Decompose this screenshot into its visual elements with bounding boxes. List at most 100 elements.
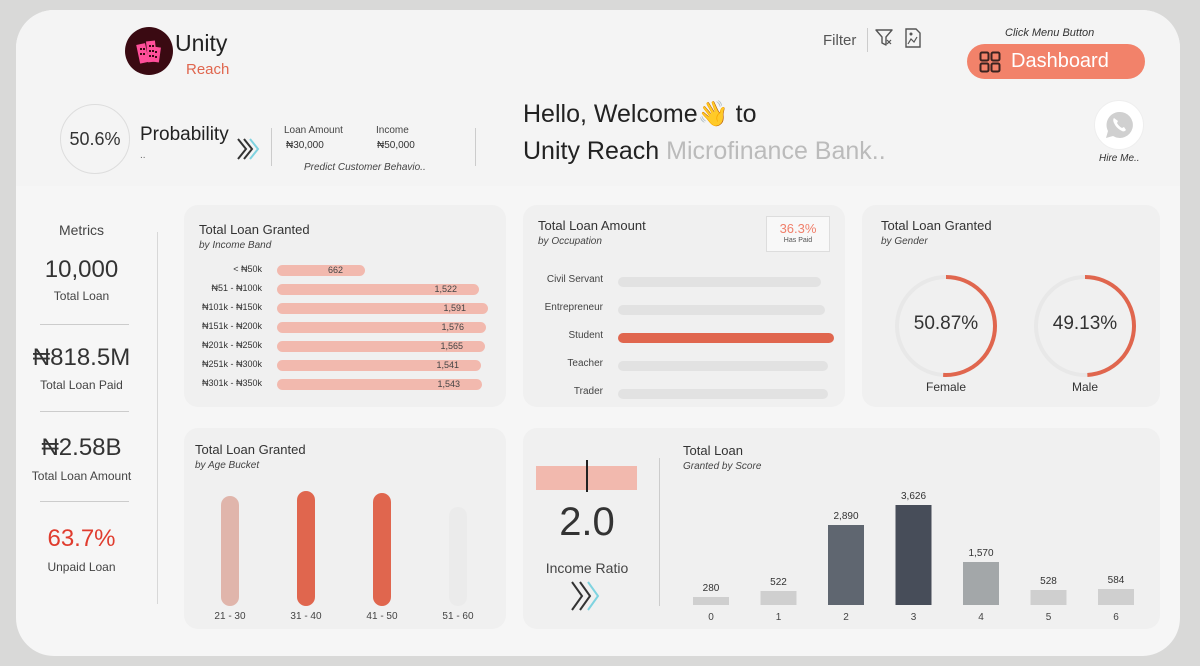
score-bar-value: 2,890	[833, 511, 858, 522]
female-ring-arc	[895, 275, 997, 377]
buildings-icon	[136, 40, 161, 64]
double-chevron-icon[interactable]	[236, 137, 262, 166]
loan-amount-value[interactable]: ₦30,000	[286, 140, 324, 151]
income-band-label: ₦301k - ₦350k	[201, 378, 262, 388]
income-band-bar: 1,565	[277, 341, 485, 352]
occupation-bar[interactable]	[618, 305, 825, 315]
age-bucket-label: 21 - 30	[214, 611, 246, 622]
probability-value: 50.6%	[60, 104, 130, 174]
dashboard-frame: Unity Reach Filter Click Menu Button Das…	[16, 10, 1180, 656]
income-band-bar: 1,591	[277, 303, 488, 314]
double-chevron-icon[interactable]	[570, 580, 604, 617]
occupation-bar[interactable]	[618, 333, 834, 343]
income-band-label: ₦101k - ₦150k	[201, 302, 262, 312]
score-bar-value: 1,570	[968, 548, 993, 559]
metrics-panel: Metrics 10,000 Total Loan ₦818.5M Total …	[16, 186, 166, 656]
card-title: Total Loan Granted	[199, 222, 310, 237]
divider	[475, 128, 476, 166]
income-value[interactable]: ₦50,000	[377, 140, 415, 151]
income-band-row[interactable]: ₦201k - ₦250k 1,565	[184, 340, 506, 354]
male-value: 49.13%	[1052, 313, 1118, 334]
score-bar[interactable]	[895, 505, 932, 605]
age-bucket-bar[interactable]	[449, 507, 467, 606]
divider	[271, 128, 272, 166]
age-bucket-bar[interactable]	[221, 496, 239, 606]
income-ratio-label: Income Ratio	[545, 560, 629, 576]
dashboard-button[interactable]: Dashboard	[967, 44, 1145, 79]
dashboard-button-label: Dashboard	[1011, 50, 1109, 72]
age-bucket-bar[interactable]	[373, 493, 391, 606]
score-bar[interactable]	[693, 597, 729, 605]
divider	[40, 324, 129, 325]
metric-unpaid-loan-value: 63.7%	[47, 525, 116, 552]
occupation-bar[interactable]	[618, 277, 821, 287]
welcome-bank-name: Unity Reach	[523, 137, 660, 165]
income-band-value: 1,591	[443, 303, 466, 313]
metric-total-loan-label: Total Loan	[53, 289, 110, 303]
occupation-label: Teacher	[567, 358, 603, 369]
income-band-row[interactable]: ₦101k - ₦150k 1,591	[184, 302, 506, 316]
logo	[125, 27, 173, 75]
score-bar-value: 584	[1108, 575, 1125, 586]
report-icon[interactable]	[904, 28, 922, 53]
occupation-bar[interactable]	[618, 361, 828, 371]
occupation-label: Entrepreneur	[544, 302, 603, 313]
funnel-icon[interactable]	[875, 28, 893, 53]
gender-card: Total Loan Granted by Gender 50.87% Fema…	[862, 205, 1160, 407]
score-bar[interactable]	[828, 525, 864, 605]
filter-label[interactable]: Filter	[823, 32, 857, 49]
income-band-row[interactable]: ₦251k - ₦300k 1,541	[184, 359, 506, 373]
probability-label: Probability	[140, 124, 229, 145]
occupation-label: Student	[568, 330, 603, 341]
card-subtitle: by Income Band	[199, 240, 272, 251]
score-bar[interactable]	[963, 562, 999, 605]
predict-label: Predict Customer Behavio..	[304, 162, 426, 173]
filter-divider	[867, 28, 868, 52]
score-bar-chart: 280 0 522 1 2,890 2 3,626 3 1,570 4 528 5 584 6	[693, 491, 1134, 623]
income-band-value: 1,541	[436, 360, 459, 370]
divider	[40, 501, 129, 502]
income-band-row[interactable]: < ₦50k 662	[184, 264, 506, 278]
metric-total-loan-paid-value: ₦818.5M	[32, 344, 131, 371]
divider	[659, 458, 660, 606]
card-subtitle: by Age Bucket	[195, 460, 260, 471]
has-paid-value: 36.3%	[779, 221, 817, 236]
income-band-label: ₦251k - ₦300k	[201, 359, 262, 369]
income-band-card: Total Loan Granted by Income Band < ₦50k…	[184, 205, 506, 407]
metric-total-loan-amount-label: Total Loan Amount	[31, 469, 132, 483]
has-paid-badge: 36.3% Has Paid	[766, 216, 830, 252]
score-category-label: 3	[911, 612, 917, 623]
divider	[40, 411, 129, 412]
score-bar[interactable]	[1030, 590, 1067, 605]
score-bar[interactable]	[1098, 589, 1134, 605]
age-bucket-bar[interactable]	[297, 491, 315, 606]
income-band-bar: 1,576	[277, 322, 486, 333]
income-band-row[interactable]: ₦151k - ₦200k 1,576	[184, 321, 506, 335]
hire-me-button[interactable]	[1094, 100, 1144, 150]
brand-name: Unity	[175, 30, 228, 56]
income-label: Income	[376, 125, 409, 136]
menu-hint: Click Menu Button	[1005, 27, 1095, 39]
score-card: 2.0 Income Ratio Total Loan Granted by S…	[523, 428, 1160, 629]
card-title: Total Loan Amount	[538, 218, 646, 233]
card-subtitle: by Gender	[881, 236, 928, 247]
occupation-bar[interactable]	[618, 389, 828, 399]
income-band-row[interactable]: ₦51 - ₦100k 1,522	[184, 283, 506, 297]
score-bar-value: 522	[770, 577, 787, 588]
score-category-label: 1	[776, 612, 782, 623]
income-band-row[interactable]: ₦301k - ₦350k 1,543	[184, 378, 506, 392]
income-band-label: ₦51 - ₦100k	[211, 283, 262, 293]
card-title: Total Loan Granted	[881, 218, 992, 233]
occupation-label: Civil Servant	[546, 274, 603, 285]
card-subtitle: by Occupation	[538, 236, 602, 247]
male-ring-arc	[1034, 275, 1136, 377]
score-bar[interactable]	[760, 591, 797, 605]
age-bucket-label: 31 - 40	[290, 611, 322, 622]
welcome-line-2: Unity Reach Microfinance Bank..	[523, 137, 886, 166]
header: Unity Reach Filter Click Menu Button Das…	[16, 10, 1180, 186]
female-ring: 50.87%	[894, 274, 998, 378]
age-bucket-label: 51 - 60	[442, 611, 474, 622]
probability-sub: ..	[140, 150, 146, 161]
score-category-label: 2	[843, 612, 849, 623]
income-band-bar: 662	[277, 265, 365, 276]
